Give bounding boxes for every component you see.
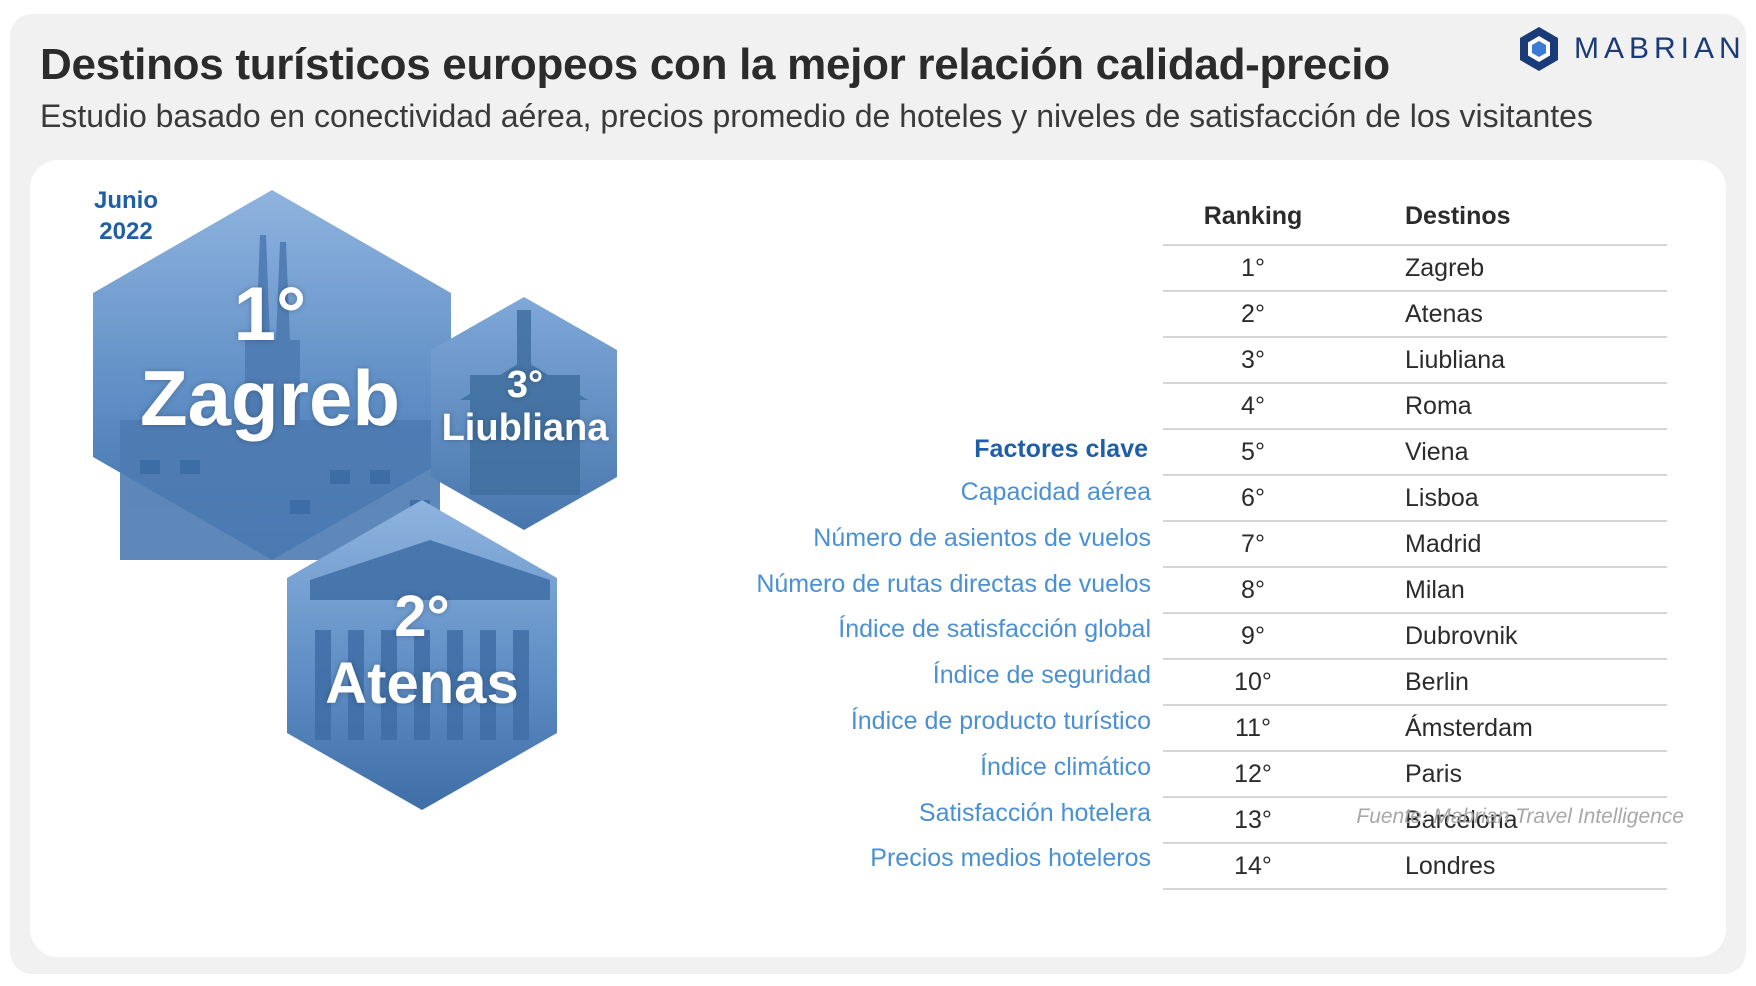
rank-cell: 5° [1241,437,1265,466]
rank-cell: 10° [1234,667,1272,696]
rank-cell: 1° [1241,253,1265,282]
factor-item: Capacidad aérea [960,478,1151,506]
destination-cell: Atenas [1405,299,1483,328]
table-row: 4° Roma [1163,384,1667,430]
atenas-city: Atenas [325,651,519,716]
date-label: Junio 2022 [78,185,174,247]
factor-item: Satisfacción hotelera [918,798,1151,827]
mabrian-hexagon-logo-icon [1520,27,1558,71]
table-row: 8° Milan [1163,568,1667,614]
page-subtitle: Estudio basado en conectividad aérea, pr… [40,98,1593,134]
table-row: 2° Atenas [1163,292,1667,338]
date-year: 2022 [99,218,153,245]
header-ranking: Ranking [1203,202,1303,230]
destination-cell: Roma [1405,391,1472,420]
mabrian-logo: MABRIAN [1518,24,1746,74]
destination-cell: Barcelona [1405,805,1518,834]
source-note: Fuente: Mabrian Travel Intelligence [1356,805,1684,828]
rank-cell: 9° [1241,621,1265,650]
liubliana-hexagon [431,297,617,530]
destination-cell: Liubliana [1405,345,1506,374]
table-header: Ranking Destinos [1163,198,1667,246]
table-row: 13° Barcelona [1163,798,1667,844]
destination-cell: Ámsterdam [1405,713,1533,742]
factors-heading: Factores clave [974,435,1148,463]
table-row: 11° Ámsterdam [1163,706,1667,752]
rank-cell: 12° [1234,759,1272,788]
header-destinos: Destinos [1405,202,1511,230]
rank-cell: 7° [1241,529,1265,558]
zagreb-rank: 1° [233,272,307,357]
factor-item: Índice de seguridad [932,661,1151,690]
table-row: 10° Berlin [1163,660,1667,706]
table-row: 5° Viena [1163,430,1667,476]
logo-text: MABRIAN [1574,32,1746,65]
ranking-table: Ranking Destinos 1° Zagreb 2° Atenas 3° Liu… [1163,198,1667,890]
table-row: 1° Zagreb [1163,246,1667,292]
zagreb-label: 1° Zagreb [100,272,440,442]
table-row: 14° Londres [1163,844,1667,890]
rank-cell: 2° [1241,299,1265,328]
factor-item: Precios medios hoteleros [870,844,1151,873]
table-row: 7° Madrid [1163,522,1667,568]
factor-item: Número de asientos de vuelos [813,523,1151,552]
page-title: Destinos turísticos europeos con la mejo… [40,40,1390,89]
rank-cell: 13° [1234,805,1272,834]
content-card: Junio 2022 [30,160,1726,957]
table-row: 3° Liubliana [1163,338,1667,384]
factor-item: Índice climático [980,752,1151,781]
rank-cell: 3° [1241,345,1265,374]
destination-hexagons [93,190,617,810]
factor-item: Número de rutas directas de vuelos [756,569,1151,598]
destination-cell: Berlin [1405,667,1469,696]
destination-cell: Zagreb [1405,253,1485,282]
atenas-label: 2° Atenas [287,585,557,719]
destination-cell: Madrid [1405,529,1482,558]
table-row: 12° Paris [1163,752,1667,798]
factors-list: Capacidad aérea Número de asientos de vu… [756,477,1151,889]
destination-cell: Viena [1405,437,1469,466]
liubliana-rank: 3° [506,364,544,406]
factor-item: Índice de satisfacción global [838,615,1151,644]
rank-cell: 6° [1241,483,1265,512]
rank-cell: 14° [1234,851,1272,880]
atenas-rank: 2° [394,584,450,649]
destination-cell: Lisboa [1405,483,1479,512]
factor-item: Índice de producto turístico [850,706,1151,735]
liubliana-city: Liubliana [441,407,609,449]
destination-cell: Dubrovnik [1405,621,1518,650]
rank-cell: 11° [1235,713,1271,742]
date-month: Junio [94,187,158,214]
liubliana-label: 3° Liubliana [430,365,620,451]
zagreb-city: Zagreb [139,354,401,442]
atenas-hexagon [287,500,557,810]
rank-cell: 8° [1241,575,1265,604]
destination-cell: Londres [1405,851,1496,880]
table-row: 9° Dubrovnik [1163,614,1667,660]
rank-cell: 4° [1241,391,1265,420]
destination-cell: Paris [1405,759,1462,788]
table-row: 6° Lisboa [1163,476,1667,522]
destination-cell: Milan [1405,575,1465,604]
